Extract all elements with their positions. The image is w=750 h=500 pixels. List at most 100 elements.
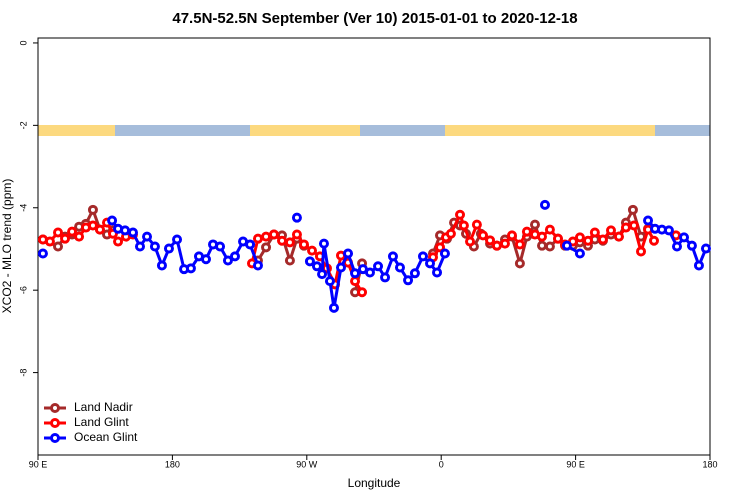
data-point bbox=[561, 240, 572, 251]
data-point bbox=[357, 287, 368, 298]
data-point bbox=[350, 268, 361, 279]
data-point bbox=[172, 234, 183, 245]
data-point bbox=[514, 258, 525, 269]
x-tick-label: 180 bbox=[702, 459, 717, 469]
data-point bbox=[284, 255, 295, 266]
data-point bbox=[537, 231, 547, 242]
data-point bbox=[432, 267, 443, 278]
data-point bbox=[679, 232, 690, 243]
land-strip bbox=[38, 125, 115, 136]
data-point bbox=[201, 254, 211, 265]
data-point bbox=[60, 233, 71, 244]
data-point bbox=[435, 242, 446, 253]
y-tick-label: -4 bbox=[18, 204, 28, 212]
data-point bbox=[215, 241, 226, 252]
data-point bbox=[465, 236, 476, 247]
data-point bbox=[373, 261, 384, 272]
data-point bbox=[335, 262, 346, 273]
x-tick-label: 90 E bbox=[29, 459, 48, 469]
legend-marker bbox=[50, 403, 60, 413]
data-point bbox=[485, 235, 496, 246]
data-point bbox=[44, 236, 55, 247]
data-point bbox=[552, 233, 563, 244]
data-point bbox=[261, 231, 272, 242]
data-point bbox=[589, 227, 600, 238]
data-point bbox=[127, 227, 138, 238]
data-point bbox=[291, 212, 302, 223]
data-point bbox=[311, 261, 322, 272]
data-point bbox=[298, 239, 309, 250]
land-strip bbox=[445, 125, 655, 136]
data-point bbox=[514, 239, 525, 250]
data-point bbox=[134, 241, 145, 252]
data-point bbox=[284, 237, 295, 248]
data-point bbox=[458, 220, 469, 231]
data-point bbox=[403, 275, 414, 286]
data-point bbox=[245, 239, 256, 250]
data-point bbox=[544, 241, 555, 252]
y-tick-label: -8 bbox=[18, 369, 28, 377]
data-point bbox=[328, 302, 339, 313]
x-tick-label: 0 bbox=[439, 459, 444, 469]
data-point bbox=[94, 224, 105, 235]
data-point bbox=[574, 232, 585, 243]
data-point bbox=[693, 260, 704, 271]
data-point bbox=[268, 229, 279, 240]
data-point bbox=[537, 240, 547, 251]
data-point bbox=[478, 230, 489, 241]
data-point bbox=[445, 228, 456, 239]
data-point bbox=[700, 243, 711, 254]
data-point bbox=[185, 263, 196, 274]
data-point bbox=[380, 272, 391, 283]
y-tick-label: 0 bbox=[18, 40, 28, 45]
data-point bbox=[324, 276, 335, 287]
y-tick-label: -2 bbox=[18, 121, 28, 129]
x-tick-label: 180 bbox=[165, 459, 180, 469]
legend-label: Land Nadir bbox=[74, 400, 133, 414]
data-point bbox=[364, 267, 375, 278]
data-point bbox=[163, 243, 174, 254]
data-point bbox=[582, 235, 593, 246]
data-point bbox=[387, 251, 398, 262]
y-tick-label: -6 bbox=[18, 286, 28, 294]
data-point bbox=[222, 255, 233, 266]
y-axis-label: XCO2 - MLO trend (ppm) bbox=[0, 179, 14, 314]
data-point bbox=[663, 225, 674, 236]
data-point bbox=[506, 230, 517, 241]
data-point bbox=[307, 245, 318, 256]
series bbox=[37, 199, 711, 313]
data-point bbox=[277, 235, 288, 246]
data-point bbox=[499, 238, 510, 249]
data-point bbox=[394, 262, 405, 273]
data-point bbox=[252, 233, 263, 244]
data-point bbox=[113, 236, 124, 247]
data-point bbox=[425, 258, 435, 269]
data-point bbox=[597, 234, 608, 245]
data-point bbox=[252, 260, 263, 271]
data-point bbox=[87, 204, 98, 215]
ocean-strip bbox=[115, 125, 250, 136]
data-point bbox=[439, 248, 450, 259]
data-point bbox=[574, 248, 585, 259]
x-tick-label: 90 E bbox=[566, 459, 585, 469]
data-point bbox=[53, 227, 64, 238]
data-point bbox=[491, 240, 502, 251]
data-point bbox=[417, 251, 428, 262]
data-point bbox=[620, 222, 631, 233]
data-point bbox=[107, 215, 118, 226]
data-point bbox=[529, 219, 540, 230]
data-point bbox=[304, 256, 315, 267]
data-point bbox=[142, 231, 153, 242]
data-point bbox=[613, 231, 624, 242]
legend-label: Ocean Glint bbox=[74, 430, 138, 444]
data-point bbox=[643, 215, 654, 226]
data-point bbox=[409, 268, 420, 279]
data-point bbox=[229, 251, 240, 262]
data-point bbox=[350, 276, 361, 287]
data-point bbox=[67, 226, 78, 237]
data-point bbox=[671, 241, 682, 252]
data-point bbox=[628, 220, 639, 231]
data-point bbox=[291, 229, 302, 240]
x-axis-label: Longitude bbox=[348, 476, 401, 490]
